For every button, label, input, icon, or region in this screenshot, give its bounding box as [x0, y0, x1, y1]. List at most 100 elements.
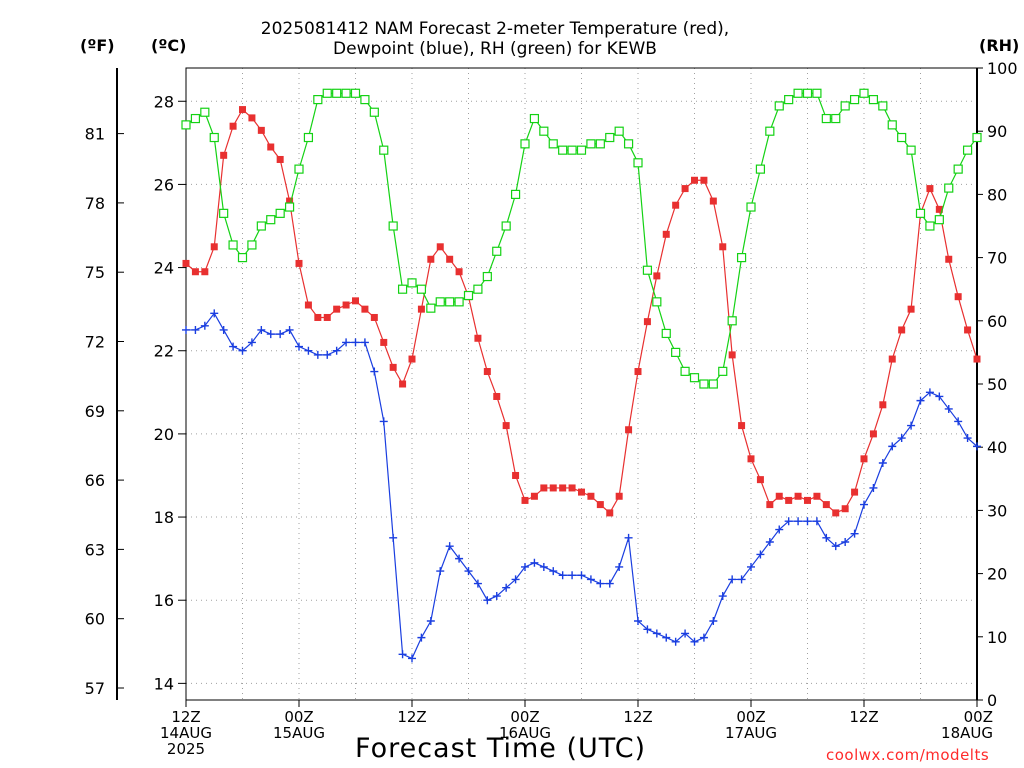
celsius-tick-label: 20 — [154, 425, 174, 444]
temperature-point — [973, 355, 981, 363]
dewpoint-point — [860, 500, 868, 509]
temperature-point — [276, 155, 284, 163]
dewpoint-point — [370, 367, 379, 376]
rh-point — [595, 139, 605, 149]
temperature-point — [672, 201, 680, 209]
rh-point — [812, 88, 822, 98]
rh-point — [397, 284, 408, 294]
rh-point — [379, 145, 389, 155]
dewpoint-point — [671, 637, 680, 646]
temperature-point — [446, 255, 454, 263]
dewpoint-point — [652, 629, 661, 638]
rh-point — [736, 253, 747, 263]
rh-point — [369, 107, 379, 117]
temperature-point — [615, 492, 623, 500]
dewpoint-point — [916, 396, 925, 405]
rh-point — [360, 94, 370, 105]
temperature-point — [512, 471, 520, 479]
rh-point — [388, 221, 398, 231]
temperature-point — [483, 368, 491, 376]
dewpoint-point — [266, 330, 275, 339]
series-temperature — [182, 106, 981, 517]
rh-point — [680, 366, 690, 376]
temperature-point — [926, 185, 934, 193]
rh-point — [473, 284, 483, 294]
temperature-point — [681, 185, 689, 193]
chart-title-line-1: 2025081412 NAM Forecast 2-meter Temperat… — [260, 19, 730, 39]
chart-axes: 14 16 18 20 22 24 26 28 57 60 63 66 69 72 75 78 81 0 10 20 3… — [85, 59, 1018, 758]
temperature-point — [935, 205, 943, 213]
fahrenheit-axis-unit: (ºF) — [80, 36, 115, 55]
dewpoint-point — [850, 529, 859, 538]
rh-point — [915, 208, 926, 218]
rh-point — [275, 208, 285, 218]
dewpoint-point — [596, 579, 605, 588]
temperature-point — [493, 392, 501, 400]
dewpoint-point — [398, 650, 407, 659]
rh-point — [661, 328, 671, 339]
rh-point — [746, 202, 756, 212]
dewpoint-point — [436, 567, 445, 576]
dewpoint-point — [473, 579, 482, 588]
rh-point — [727, 316, 737, 326]
dewpoint-point — [822, 533, 831, 542]
rh-point — [492, 246, 502, 256]
dewpoint-point — [699, 633, 708, 642]
dewpoint-point — [379, 417, 388, 426]
temperature-point — [822, 501, 830, 509]
celsius-axis-unit: (ºC) — [151, 36, 187, 55]
temperature-point — [436, 243, 444, 251]
dewpoint-point — [634, 617, 642, 625]
dewpoint-point — [954, 417, 963, 426]
rh-point — [642, 265, 653, 275]
temperature-point — [361, 305, 369, 313]
dewpoint-point — [229, 342, 238, 351]
series-dewpoint — [182, 309, 981, 663]
temperature-point — [888, 355, 896, 363]
dewpoint-point — [756, 550, 765, 559]
temperature-point — [813, 492, 821, 500]
temperature-point — [719, 243, 727, 251]
celsius-tick-label: 14 — [154, 674, 174, 693]
rh-point — [548, 139, 558, 149]
rh-point — [633, 158, 643, 168]
dewpoint-point — [257, 325, 266, 334]
rh-tick-label: 40 — [987, 438, 1007, 457]
rh-point — [200, 107, 210, 117]
rh-tick-label: 0 — [987, 691, 997, 710]
fahrenheit-tick-label: 60 — [85, 610, 105, 629]
rh-point — [219, 208, 229, 218]
temperature-point — [417, 305, 425, 313]
rh-point — [755, 164, 766, 174]
dewpoint-point — [342, 338, 351, 347]
rh-point — [605, 132, 615, 143]
temperature-point — [832, 509, 840, 517]
rh-point — [699, 379, 709, 389]
temperature-point — [804, 496, 811, 504]
dewpoint-point — [502, 583, 511, 592]
dewpoint-point — [690, 637, 699, 646]
temperature-point — [766, 501, 774, 509]
temperature-point — [399, 380, 407, 388]
dewpoint-point — [455, 554, 464, 563]
rh-point — [266, 215, 276, 225]
dewpoint-point — [775, 525, 784, 534]
dewpoint-point — [210, 309, 219, 318]
dewpoint-point — [295, 342, 303, 351]
temperature-point — [587, 492, 595, 500]
temperature-point — [333, 305, 341, 313]
rh-point — [868, 94, 879, 105]
rh-point — [906, 145, 916, 155]
temperature-point — [389, 363, 397, 371]
rh-point — [426, 303, 436, 313]
source-credit: coolwx.com/modelts — [826, 746, 990, 764]
dewpoint-point — [332, 346, 341, 355]
dewpoint-point — [747, 562, 755, 571]
dewpoint-point — [313, 350, 322, 359]
rh-point — [256, 221, 266, 231]
rh-point — [529, 113, 540, 124]
rh-tick-label: 90 — [987, 122, 1007, 141]
temperature-point — [625, 426, 633, 434]
dewpoint-point — [304, 346, 313, 355]
